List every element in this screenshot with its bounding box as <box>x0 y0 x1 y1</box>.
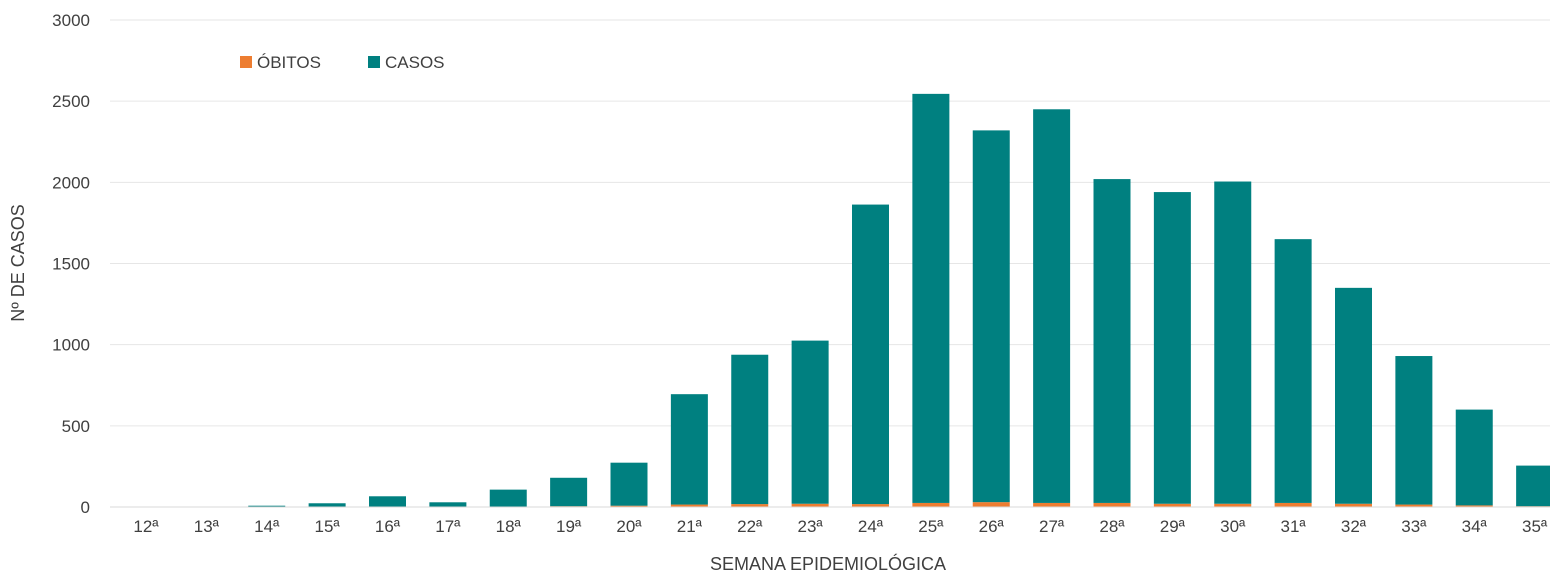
bar-obitos <box>1033 502 1071 507</box>
x-tick-label: 30ª <box>1220 517 1246 536</box>
bar-casos <box>1093 179 1131 503</box>
bar-obitos <box>1153 503 1191 507</box>
bar-casos <box>429 502 467 507</box>
bar-obitos <box>731 504 769 507</box>
bar-casos <box>550 477 588 507</box>
x-tick-label: 35ª <box>1522 517 1548 536</box>
legend-label-obitos: ÓBITOS <box>257 53 321 72</box>
bar-casos <box>791 340 829 504</box>
bar-casos <box>731 354 769 505</box>
bar-obitos <box>1214 503 1252 507</box>
x-axis-ticks: 12ª 13ª 14ª 15ª 16ª 17ª 18ª 19ª 20ª 21ª 22ª 23ª 24ª 2… <box>133 517 1548 536</box>
bar-obitos <box>852 504 889 507</box>
bar-casos <box>670 394 708 505</box>
x-tick-label: 12ª <box>133 517 159 536</box>
legend-swatch-obitos <box>240 56 252 68</box>
x-tick-label: 16ª <box>375 517 401 536</box>
x-tick-label: 24ª <box>858 517 884 536</box>
x-tick-label: 21ª <box>677 517 703 536</box>
bar-obitos <box>670 504 708 507</box>
bar-casos <box>1335 287 1372 504</box>
bar-casos <box>369 496 406 507</box>
y-tick-label: 2000 <box>52 173 90 192</box>
bar-obitos <box>1274 502 1312 507</box>
bar-casos <box>1153 192 1191 504</box>
x-tick-label: 20ª <box>616 517 642 536</box>
x-tick-label: 22ª <box>737 517 763 536</box>
y-axis-ticks: 0 500 1000 1500 2000 2500 3000 <box>52 11 90 517</box>
bar-obitos <box>972 502 1010 507</box>
x-tick-label: 17ª <box>435 517 461 536</box>
bar-casos <box>610 462 648 506</box>
bar-casos <box>489 489 527 507</box>
x-tick-label: 33ª <box>1401 517 1427 536</box>
bar-obitos <box>1093 502 1131 507</box>
bar-casos <box>1455 409 1493 506</box>
legend: ÓBITOS CASOS <box>240 53 445 72</box>
bar-obitos <box>912 502 950 507</box>
x-axis-title: SEMANA EPIDEMIOLÓGICA <box>710 553 946 574</box>
x-tick-label: 15ª <box>315 517 341 536</box>
x-tick-label: 13ª <box>194 517 220 536</box>
x-tick-label: 34ª <box>1462 517 1488 536</box>
bar-casos <box>308 503 346 507</box>
legend-swatch-casos <box>368 56 380 68</box>
y-tick-label: 2500 <box>52 92 90 111</box>
bar-casos <box>972 130 1010 503</box>
bar-obitos <box>1395 504 1433 507</box>
bars-group <box>127 93 1550 507</box>
bar-casos <box>248 505 286 507</box>
x-tick-label: 26ª <box>979 517 1005 536</box>
x-tick-label: 27ª <box>1039 517 1065 536</box>
x-tick-label: 14ª <box>254 517 280 536</box>
bar-casos <box>1395 356 1433 505</box>
y-tick-label: 1500 <box>52 255 90 274</box>
y-tick-label: 1000 <box>52 336 90 355</box>
x-tick-label: 25ª <box>918 517 944 536</box>
bar-casos <box>1274 239 1312 503</box>
y-tick-label: 3000 <box>52 11 90 30</box>
x-tick-label: 28ª <box>1099 517 1125 536</box>
bar-obitos <box>791 503 829 507</box>
bar-casos <box>1033 109 1071 503</box>
x-tick-label: 31ª <box>1281 517 1307 536</box>
x-tick-label: 18ª <box>496 517 522 536</box>
gridlines <box>110 19 1550 427</box>
bar-obitos <box>1455 505 1493 507</box>
bar-casos <box>912 93 950 503</box>
bar-casos <box>852 204 889 505</box>
x-tick-label: 29ª <box>1160 517 1186 536</box>
bar-casos <box>1214 181 1252 504</box>
y-tick-label: 500 <box>62 417 90 436</box>
bar-obitos <box>1335 503 1372 507</box>
bar-casos <box>1516 465 1550 507</box>
x-tick-label: 23ª <box>798 517 824 536</box>
x-tick-label: 32ª <box>1341 517 1367 536</box>
bar-obitos <box>610 505 648 507</box>
legend-label-casos: CASOS <box>385 53 445 72</box>
x-tick-label: 19ª <box>556 517 582 536</box>
y-tick-label: 0 <box>81 498 90 517</box>
y-axis-title: Nº DE CASOS <box>8 204 28 322</box>
